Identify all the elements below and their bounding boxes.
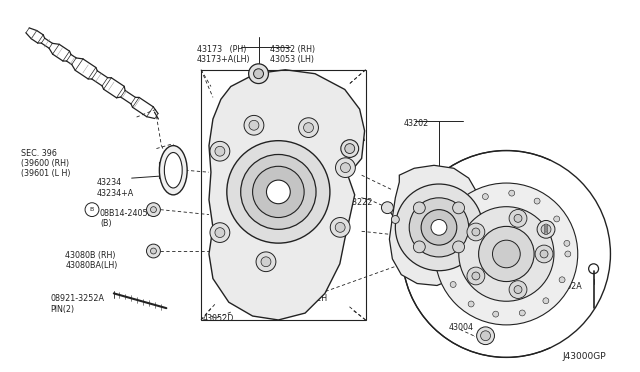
Circle shape — [409, 198, 468, 257]
Circle shape — [227, 141, 330, 243]
Circle shape — [330, 218, 350, 237]
Polygon shape — [389, 165, 479, 285]
Circle shape — [210, 141, 230, 161]
Circle shape — [435, 183, 578, 325]
Circle shape — [543, 298, 549, 304]
Circle shape — [241, 154, 316, 230]
Circle shape — [545, 230, 547, 233]
Text: J43000GP: J43000GP — [563, 353, 607, 362]
Circle shape — [150, 207, 156, 212]
Text: 08921-3252A
PIN(2): 08921-3252A PIN(2) — [51, 294, 104, 314]
Circle shape — [468, 301, 474, 307]
Circle shape — [509, 281, 527, 298]
Circle shape — [442, 256, 448, 262]
Text: 43052D: 43052D — [203, 314, 234, 323]
Circle shape — [467, 267, 485, 285]
Circle shape — [545, 224, 547, 227]
Circle shape — [541, 224, 551, 234]
Circle shape — [421, 210, 457, 245]
Circle shape — [150, 248, 156, 254]
Text: 08B14-2405M
(B): 08B14-2405M (B) — [100, 209, 156, 228]
Text: 43080B (RH)
43080BA(LH): 43080B (RH) 43080BA(LH) — [65, 251, 118, 270]
Circle shape — [266, 180, 291, 204]
Circle shape — [493, 311, 499, 317]
Bar — [201, 70, 365, 320]
Circle shape — [413, 241, 425, 253]
Circle shape — [559, 277, 565, 283]
Circle shape — [244, 115, 264, 135]
Circle shape — [335, 222, 345, 232]
Circle shape — [519, 310, 525, 316]
Circle shape — [303, 123, 314, 132]
Circle shape — [534, 198, 540, 204]
Circle shape — [256, 252, 276, 272]
Circle shape — [253, 69, 264, 78]
Circle shape — [248, 64, 268, 84]
Circle shape — [565, 251, 571, 257]
Text: 43222: 43222 — [348, 198, 373, 207]
Circle shape — [535, 245, 553, 263]
Circle shape — [545, 226, 547, 229]
Circle shape — [147, 244, 161, 258]
Circle shape — [493, 240, 520, 268]
Circle shape — [509, 209, 527, 227]
Circle shape — [345, 144, 355, 154]
Ellipse shape — [164, 153, 182, 188]
Text: SEC. 396
(39600 (RH)
(39601 (L H): SEC. 396 (39600 (RH) (39601 (L H) — [20, 148, 70, 178]
Circle shape — [564, 240, 570, 246]
Text: 44098M: 44098M — [520, 215, 552, 224]
Circle shape — [215, 146, 225, 156]
Text: 43052H: 43052H — [296, 294, 327, 303]
Text: 43173   (PH): 43173 (PH) — [197, 45, 246, 54]
Circle shape — [215, 228, 225, 237]
Circle shape — [554, 216, 560, 222]
Circle shape — [514, 214, 522, 222]
Text: 43052E: 43052E — [330, 121, 360, 130]
Text: 43262A: 43262A — [552, 282, 582, 291]
Circle shape — [445, 230, 452, 236]
Circle shape — [483, 193, 488, 199]
Circle shape — [472, 272, 480, 280]
Circle shape — [467, 223, 485, 241]
Circle shape — [431, 219, 447, 235]
Circle shape — [459, 207, 554, 301]
Circle shape — [545, 232, 547, 235]
Circle shape — [452, 241, 465, 253]
Circle shape — [450, 282, 456, 288]
Circle shape — [253, 166, 304, 218]
Circle shape — [210, 223, 230, 243]
Circle shape — [396, 184, 483, 271]
Circle shape — [514, 286, 522, 294]
Circle shape — [299, 118, 319, 138]
Ellipse shape — [159, 145, 187, 195]
Circle shape — [381, 202, 394, 214]
Text: 43207: 43207 — [429, 170, 454, 179]
Circle shape — [460, 208, 466, 214]
Circle shape — [147, 203, 161, 217]
Polygon shape — [209, 70, 365, 320]
Text: 43053 (LH): 43053 (LH) — [271, 55, 314, 64]
Circle shape — [481, 331, 490, 341]
Circle shape — [261, 257, 271, 267]
Text: 43004: 43004 — [449, 323, 474, 332]
Circle shape — [537, 221, 555, 238]
Circle shape — [540, 250, 548, 258]
Circle shape — [472, 228, 480, 236]
Circle shape — [413, 202, 425, 214]
Text: 43032 (RH): 43032 (RH) — [271, 45, 316, 54]
Text: B: B — [90, 207, 94, 212]
Text: 43202: 43202 — [403, 119, 429, 128]
Circle shape — [341, 140, 358, 157]
Circle shape — [452, 202, 465, 214]
Circle shape — [509, 190, 515, 196]
Text: 43234
43234+A: 43234 43234+A — [97, 178, 134, 198]
Circle shape — [340, 163, 350, 173]
Circle shape — [249, 120, 259, 130]
Circle shape — [477, 327, 495, 344]
Circle shape — [479, 227, 534, 282]
Text: 43173+A(LH): 43173+A(LH) — [197, 55, 251, 64]
Circle shape — [392, 215, 399, 224]
Circle shape — [545, 228, 547, 231]
Circle shape — [335, 158, 355, 177]
